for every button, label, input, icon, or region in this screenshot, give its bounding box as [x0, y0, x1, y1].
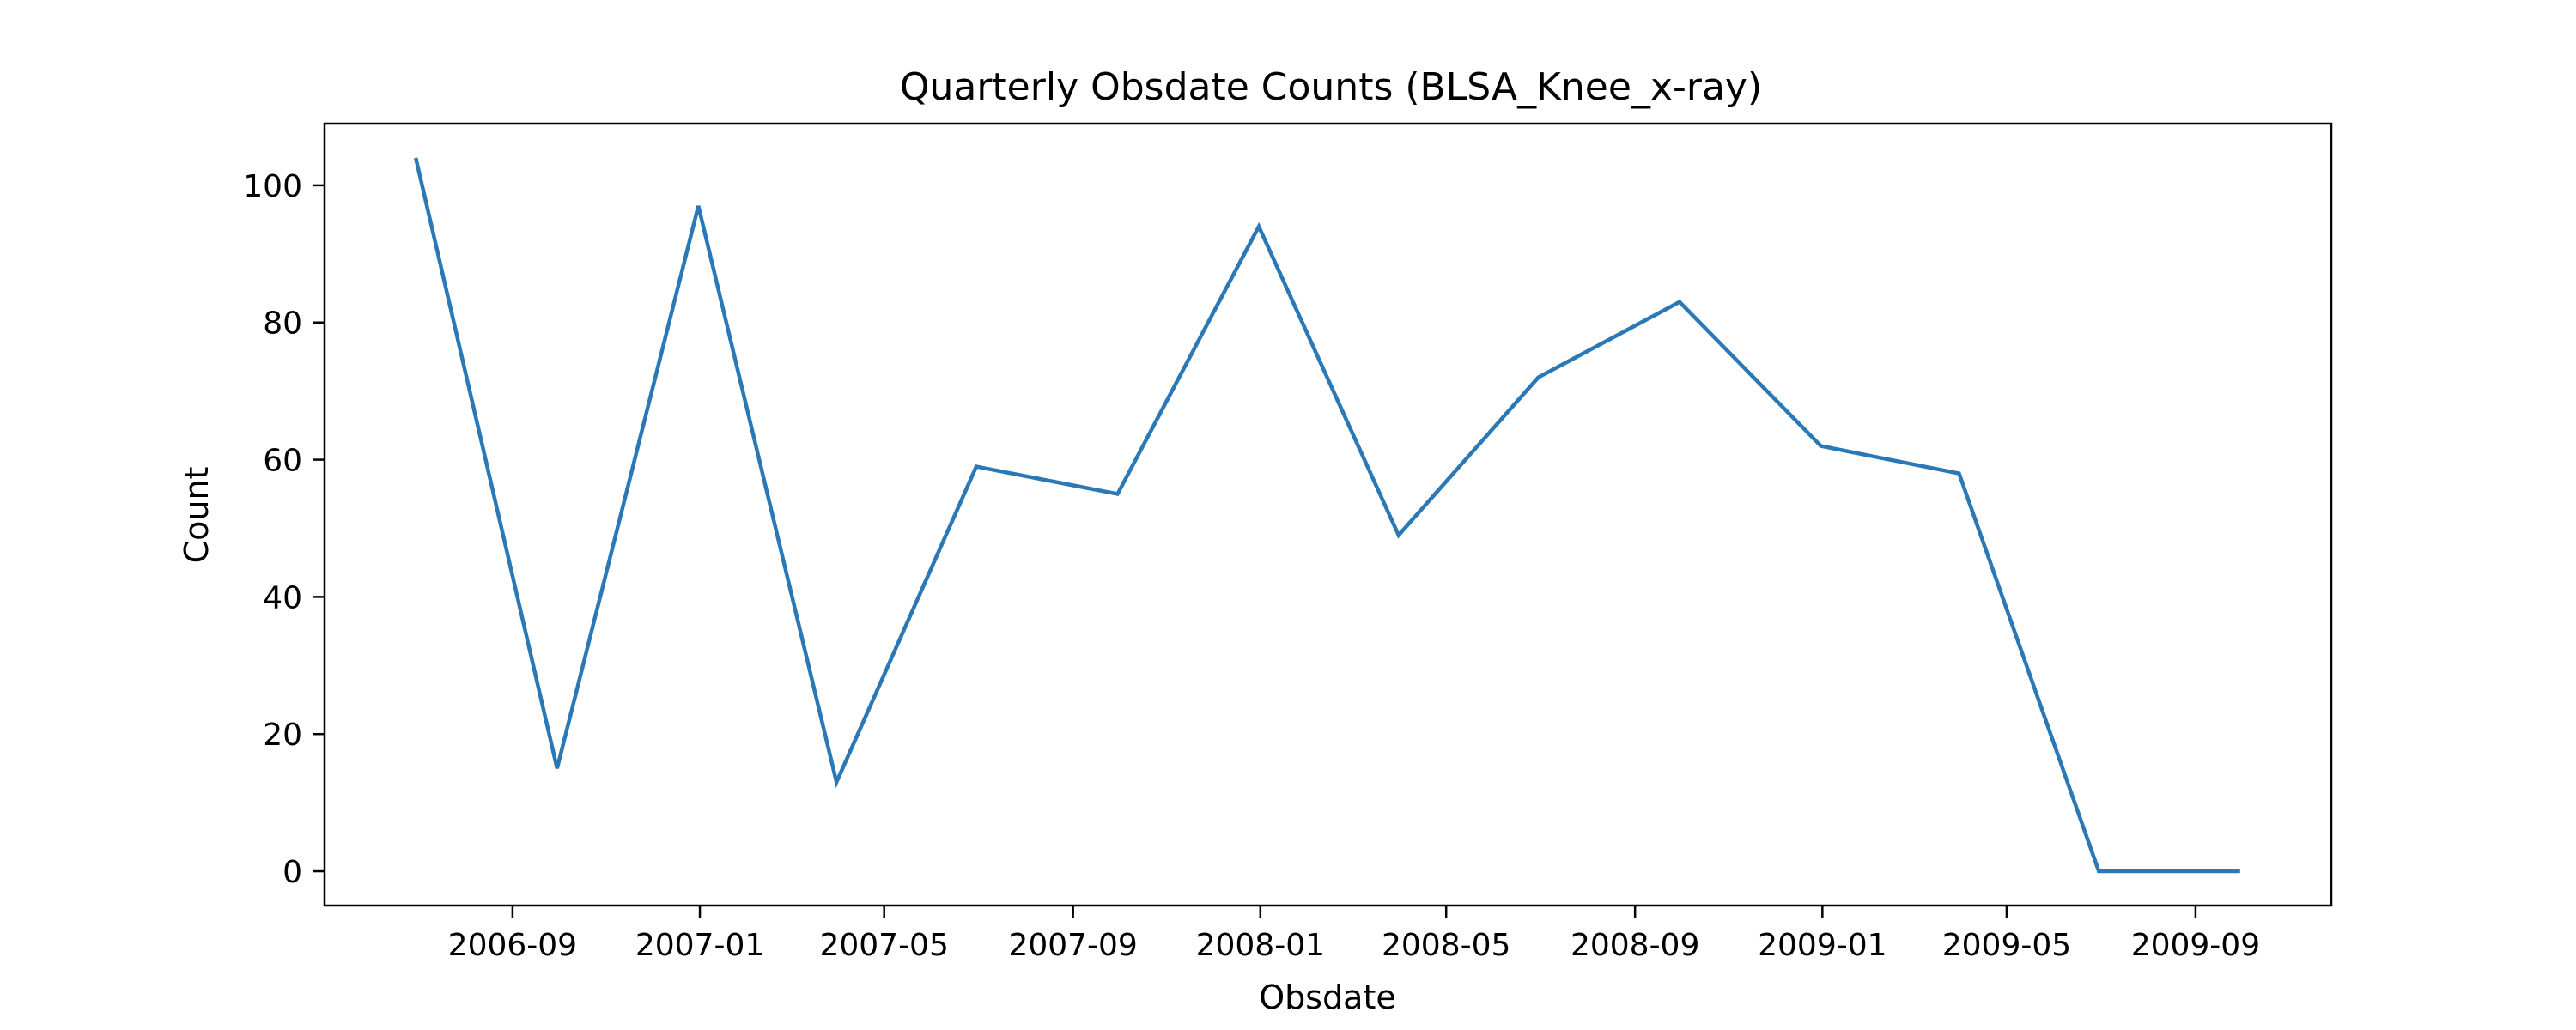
y-tick-label: 80	[263, 306, 302, 342]
x-tick-label: 2007-05	[819, 928, 948, 963]
y-tick-label: 20	[263, 718, 302, 753]
plot-area	[323, 122, 2333, 907]
x-tick-label: 2006-09	[448, 928, 577, 963]
y-tick-label: 40	[263, 580, 302, 615]
x-tick-label: 2008-01	[1196, 928, 1325, 963]
x-axis: 2006-09 2007-01 2007-05 2007-09 2008-01 2008-…	[448, 906, 2260, 963]
y-axis-label: Count	[178, 467, 216, 564]
x-axis-label: Obsdate	[1259, 978, 1396, 1016]
series-line	[414, 157, 2240, 874]
y-axis: 0 20 40 60 80 100	[243, 169, 325, 890]
y-tick-label: 0	[283, 855, 302, 890]
x-tick-label: 2007-01	[635, 928, 764, 963]
x-tick-label: 2009-05	[1942, 928, 2071, 963]
x-tick-label: 2008-05	[1382, 928, 1510, 963]
x-tick-label: 2009-01	[1758, 928, 1886, 963]
x-tick-label: 2007-09	[1008, 928, 1137, 963]
chart-title: Quarterly Obsdate Counts (BLSA_Knee_x-ra…	[900, 65, 1762, 109]
x-tick-label: 2009-09	[2131, 928, 2260, 963]
data-points	[416, 157, 2240, 872]
y-tick-label: 60	[263, 444, 302, 479]
x-tick-label: 2008-09	[1571, 928, 1699, 963]
y-tick-label: 100	[243, 169, 302, 204]
